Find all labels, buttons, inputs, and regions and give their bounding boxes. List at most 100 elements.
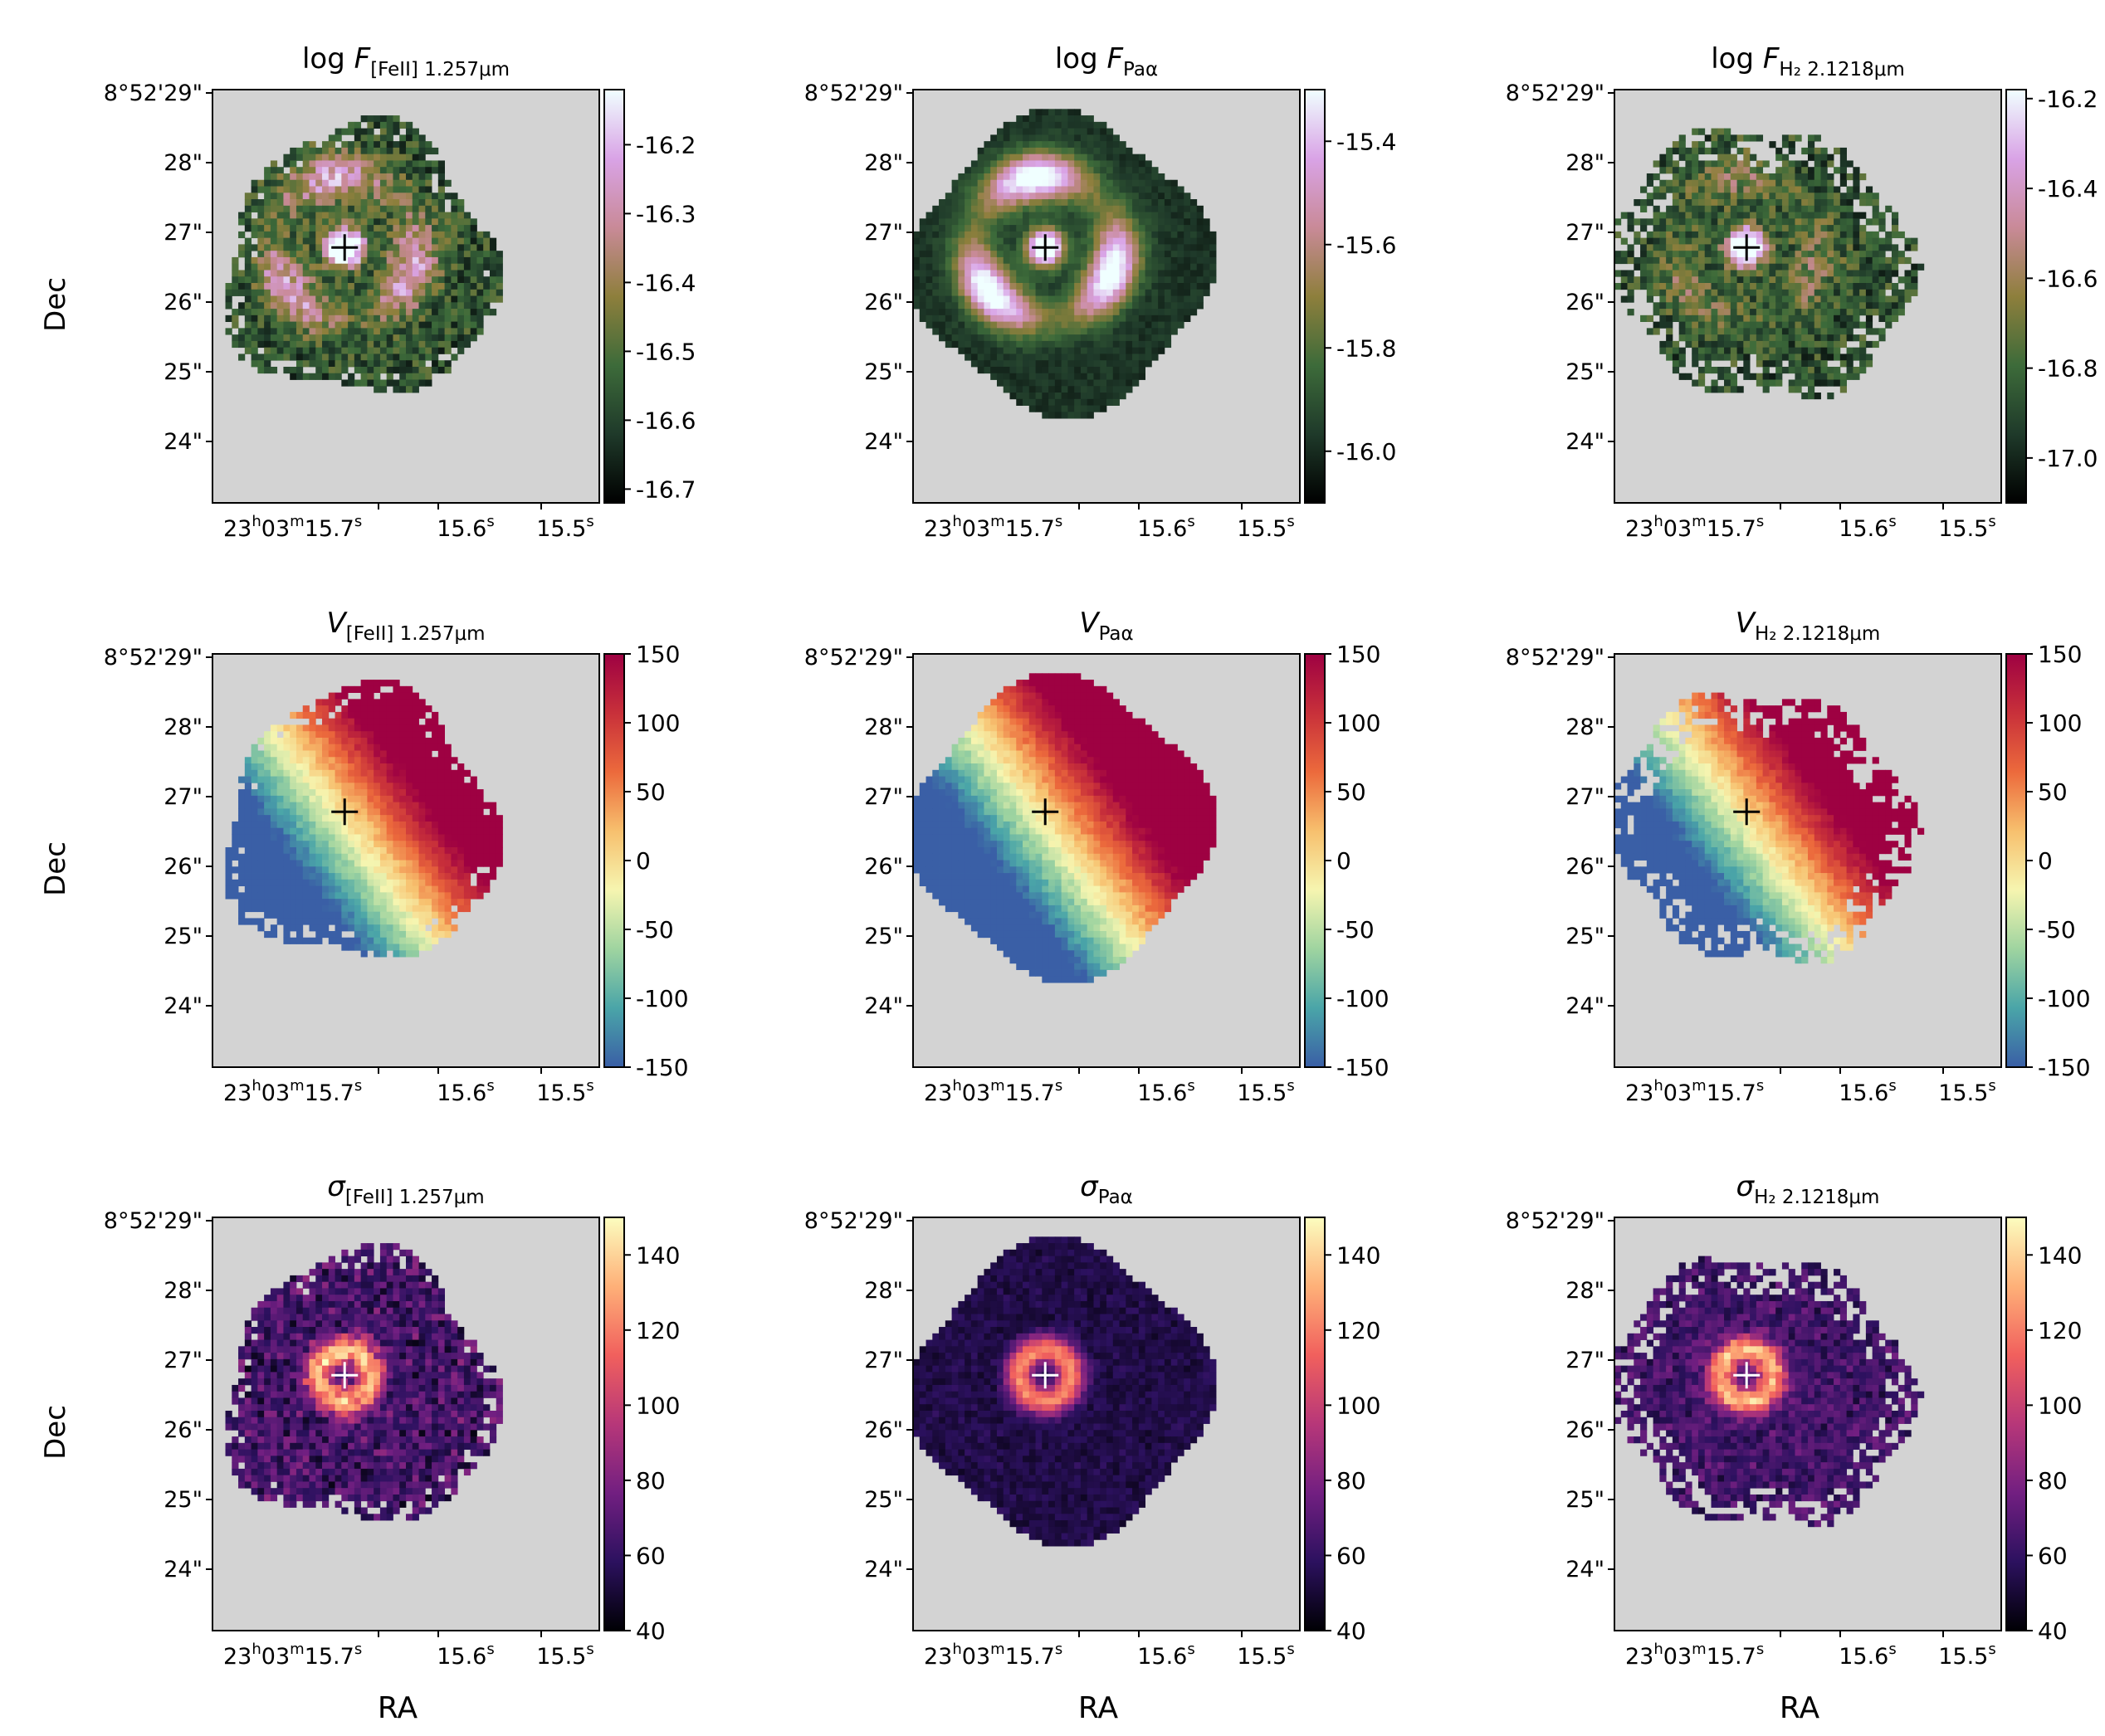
spaxel (354, 328, 362, 335)
spaxel (406, 757, 413, 764)
spaxel (302, 360, 310, 368)
spaxel (1003, 270, 1010, 277)
spaxel (348, 705, 355, 713)
spaxel (270, 276, 278, 284)
spaxel (386, 334, 393, 342)
spaxel (1119, 276, 1126, 284)
spaxel (1878, 225, 1886, 232)
spaxel (232, 340, 239, 349)
spaxel (1080, 225, 1088, 232)
spaxel (1717, 225, 1725, 232)
spaxel (425, 167, 432, 174)
spaxel (418, 193, 426, 200)
spaxel (1736, 263, 1744, 271)
spaxel (1042, 379, 1049, 387)
spaxel (1808, 276, 1815, 284)
spaxel (996, 347, 1004, 354)
spaxel (425, 821, 432, 829)
spaxel (367, 141, 374, 149)
spaxel (1743, 315, 1751, 322)
spaxel (1158, 295, 1165, 303)
spaxel (276, 276, 284, 284)
spaxel (374, 289, 381, 296)
spaxel (1023, 186, 1030, 193)
spaxel (437, 750, 445, 758)
spaxel (1003, 321, 1010, 329)
spaxel (1730, 141, 1737, 149)
spaxel (1023, 340, 1030, 349)
spaxel (1808, 366, 1815, 374)
spaxel (1769, 193, 1776, 200)
spaxel (1067, 302, 1075, 310)
spaxel (283, 802, 291, 809)
spaxel (919, 231, 926, 239)
spaxel (1080, 251, 1088, 258)
spaxel (965, 302, 972, 310)
spaxel (1672, 147, 1680, 155)
spaxel (1730, 354, 1737, 361)
spaxel (432, 744, 439, 751)
spaxel (322, 160, 330, 168)
spaxel (437, 212, 445, 219)
spaxel (1151, 309, 1159, 316)
spaxel (290, 225, 297, 232)
spaxel (322, 354, 330, 361)
spaxel (1859, 340, 1867, 349)
spaxel (315, 354, 323, 361)
spaxel (1054, 379, 1062, 387)
spaxel (1769, 283, 1776, 290)
spaxel (1035, 160, 1043, 168)
spaxel (496, 270, 503, 277)
spaxel (444, 251, 452, 258)
spaxel (1106, 193, 1114, 200)
spaxel (932, 251, 940, 258)
spaxel (399, 205, 407, 212)
colorbar-tick-label: -16.7 (636, 475, 696, 503)
spaxel (1692, 244, 1699, 251)
spaxel (425, 193, 432, 200)
spaxel (1132, 295, 1140, 303)
spaxel (354, 763, 362, 771)
spaxel (309, 737, 316, 745)
spaxel (322, 173, 330, 181)
spaxel (283, 173, 291, 181)
spaxel (1028, 199, 1036, 207)
spaxel (1203, 218, 1210, 226)
spaxel (1126, 167, 1133, 174)
spaxel (1743, 167, 1751, 174)
spaxel (418, 808, 426, 816)
spaxel (315, 276, 323, 284)
spaxel (1781, 321, 1790, 329)
spaxel (295, 347, 304, 354)
spaxel (1814, 193, 1821, 200)
spaxel (1132, 263, 1140, 271)
spaxel (386, 321, 393, 329)
spaxel (1846, 199, 1853, 207)
spaxel (1203, 231, 1210, 239)
spaxel (437, 251, 445, 258)
spaxel (270, 289, 278, 296)
spaxel (1009, 289, 1017, 296)
spaxel (360, 283, 368, 290)
spaxel (463, 795, 471, 803)
spaxel (1865, 244, 1873, 251)
spaxel (437, 360, 445, 368)
spaxel (1717, 237, 1725, 245)
spaxel (374, 179, 381, 187)
spaxel (1795, 283, 1802, 290)
spaxel (290, 315, 297, 322)
spaxel (1132, 154, 1140, 161)
spaxel (451, 328, 458, 335)
spaxel (932, 212, 940, 219)
spaxel (1834, 373, 1841, 380)
spaxel (295, 328, 304, 335)
spaxel (1781, 340, 1790, 349)
spaxel (418, 179, 426, 187)
spaxel (328, 295, 335, 303)
spaxel (1730, 205, 1737, 212)
spaxel (1885, 276, 1893, 284)
spaxel (470, 815, 477, 822)
spaxel (1827, 205, 1834, 212)
spaxel (399, 179, 407, 187)
spaxel (302, 218, 310, 226)
